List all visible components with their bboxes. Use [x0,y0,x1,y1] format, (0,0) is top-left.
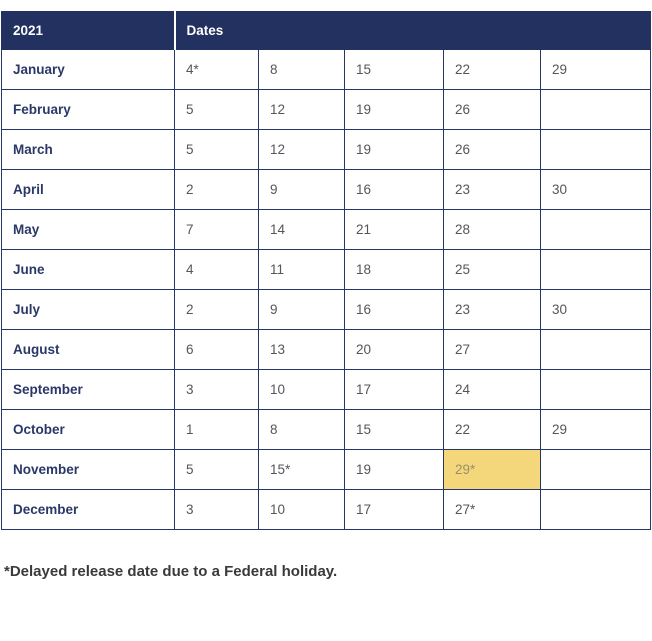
date-cell: 5 [174,449,259,490]
date-cell: 14 [258,209,345,250]
date-cell: 29 [539,409,652,450]
date-cell: 24 [443,369,541,410]
date-cell: 22 [443,409,541,450]
date-cell [539,489,652,530]
table-row: March 5 12 19 26 [1,129,652,170]
date-cell: 23 [443,289,541,330]
page-content: 2021 Dates January 4* 8 15 22 29 February 5 12 19… [1,11,652,580]
date-cell: 5 [174,129,259,170]
date-cell: 7 [174,209,259,250]
table-row: February 5 12 19 26 [1,89,652,130]
date-cell: 1 [174,409,259,450]
date-cell [539,449,652,490]
date-cell: 17 [344,489,444,530]
year-header-cell: 2021 [1,11,176,50]
date-cell [539,89,652,130]
date-cell: 16 [344,169,444,210]
table-header: 2021 Dates [1,11,652,50]
month-cell: October [1,409,175,450]
date-cell [539,329,652,370]
date-cell: 29 [539,49,652,90]
date-cell: 17 [344,369,444,410]
table-row: April 2 9 16 23 30 [1,169,652,210]
federal-holiday-footnote: *Delayed release date due to a Federal h… [4,563,338,580]
date-cell: 26 [443,129,541,170]
table-row: July 2 9 16 23 30 [1,289,652,330]
date-cell: 5 [174,89,259,130]
date-cell: 3 [174,489,259,530]
date-cell: 2 [174,289,259,330]
date-cell: 9 [258,169,345,210]
table-row: October 1 8 15 22 29 [1,409,652,450]
table-row: January 4* 8 15 22 29 [1,49,652,90]
date-cell: 27* [443,489,541,530]
month-cell: December [1,489,175,530]
date-cell [539,249,652,290]
dates-header-cell: Dates [173,11,652,50]
highlighted-date-cell: 29* [443,449,541,490]
table-body: January 4* 8 15 22 29 February 5 12 19 26 March 5 12 1… [1,49,652,530]
date-cell: 11 [258,249,345,290]
date-cell: 4 [174,249,259,290]
date-cell: 8 [258,49,345,90]
month-cell: January [1,49,175,90]
date-cell [539,369,652,410]
date-cell: 8 [258,409,345,450]
date-cell: 30 [539,289,652,330]
release-dates-table: 2021 Dates January 4* 8 15 22 29 February 5 12 19… [1,11,652,530]
date-cell: 15 [344,409,444,450]
date-cell: 23 [443,169,541,210]
date-cell: 6 [174,329,259,370]
table-row: May 7 14 21 28 [1,209,652,250]
month-cell: May [1,209,175,250]
date-cell: 20 [344,329,444,370]
date-cell [539,129,652,170]
month-cell: June [1,249,175,290]
month-cell: March [1,129,175,170]
table-row: September 3 10 17 24 [1,369,652,410]
date-cell: 30 [539,169,652,210]
date-cell: 15* [258,449,345,490]
table-row: December 3 10 17 27* [1,489,652,530]
month-cell: February [1,89,175,130]
date-cell: 21 [344,209,444,250]
date-cell: 15 [344,49,444,90]
month-cell: September [1,369,175,410]
date-cell: 27 [443,329,541,370]
date-cell: 19 [344,129,444,170]
date-cell: 19 [344,449,444,490]
table-row: November 5 15* 19 29* [1,449,652,490]
date-cell: 12 [258,89,345,130]
date-cell: 2 [174,169,259,210]
month-cell: August [1,329,175,370]
date-cell: 19 [344,89,444,130]
date-cell: 28 [443,209,541,250]
date-cell: 26 [443,89,541,130]
date-cell: 25 [443,249,541,290]
month-cell: April [1,169,175,210]
date-cell: 10 [258,369,345,410]
month-cell: November [1,449,175,490]
table-row: August 6 13 20 27 [1,329,652,370]
month-cell: July [1,289,175,330]
date-cell: 13 [258,329,345,370]
date-cell: 12 [258,129,345,170]
table-row: June 4 11 18 25 [1,249,652,290]
header-row: 2021 Dates [1,11,652,50]
date-cell: 18 [344,249,444,290]
date-cell: 10 [258,489,345,530]
date-cell: 4* [174,49,259,90]
date-cell [539,209,652,250]
date-cell: 16 [344,289,444,330]
date-cell: 9 [258,289,345,330]
date-cell: 22 [443,49,541,90]
date-cell: 3 [174,369,259,410]
